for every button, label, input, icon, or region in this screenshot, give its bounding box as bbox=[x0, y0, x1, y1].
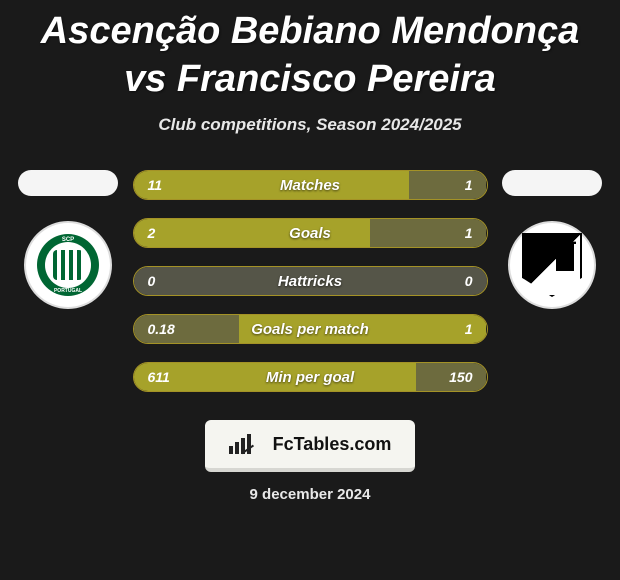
right-player-photo bbox=[502, 170, 602, 196]
stats-table: 111Matches 21Goals 00Hattricks 0.181Goals p… bbox=[133, 170, 488, 392]
right-club-logo bbox=[508, 221, 596, 309]
stat-row: 111Matches bbox=[133, 170, 488, 200]
chart-icon bbox=[229, 434, 267, 454]
stat-row: 0.181Goals per match bbox=[133, 314, 488, 344]
stat-right-value: 150 bbox=[416, 363, 487, 391]
left-player-photo bbox=[18, 170, 118, 196]
stat-left-value: 11 bbox=[134, 171, 409, 199]
left-club-sub: PORTUGAL bbox=[37, 288, 99, 294]
stat-row: 611150Min per goal bbox=[133, 362, 488, 392]
page-title: Ascenção Bebiano Mendonça vs Francisco P… bbox=[0, 0, 620, 103]
left-column: SCP PORTUGAL bbox=[16, 170, 121, 309]
stat-right-value: 1 bbox=[409, 171, 487, 199]
brand-text: FcTables.com bbox=[273, 434, 392, 455]
stat-left-value: 0 bbox=[134, 267, 311, 295]
stat-right-value: 1 bbox=[370, 219, 486, 247]
stat-right-value: 1 bbox=[239, 315, 486, 343]
stat-left-value: 2 bbox=[134, 219, 371, 247]
left-club-logo: SCP PORTUGAL bbox=[24, 221, 112, 309]
date-text: 9 december 2024 bbox=[0, 486, 620, 503]
comparison-content: SCP PORTUGAL 111Matches 21Goals 00Hattrick… bbox=[0, 170, 620, 392]
stat-left-value: 611 bbox=[134, 363, 416, 391]
right-column bbox=[500, 170, 605, 309]
stat-row: 00Hattricks bbox=[133, 266, 488, 296]
stat-right-value: 0 bbox=[310, 267, 487, 295]
brand-logo[interactable]: FcTables.com bbox=[205, 420, 415, 472]
subtitle: Club competitions, Season 2024/2025 bbox=[0, 115, 620, 135]
stat-row: 21Goals bbox=[133, 218, 488, 248]
stat-left-value: 0.18 bbox=[134, 315, 240, 343]
